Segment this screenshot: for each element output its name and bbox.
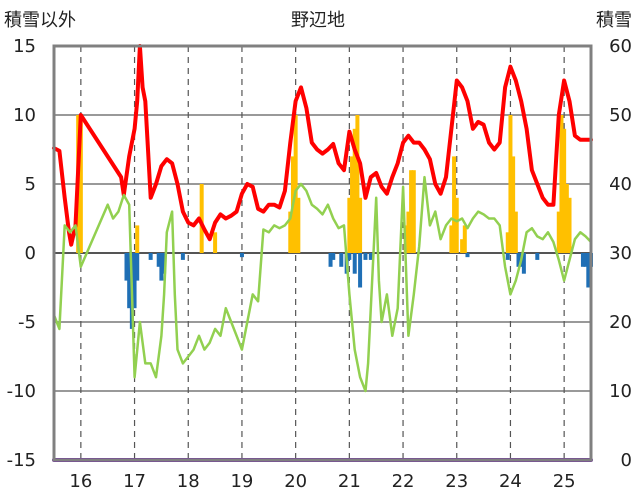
blue-bar bbox=[148, 253, 153, 260]
orange-bar bbox=[452, 156, 457, 253]
blue-bar bbox=[521, 253, 526, 274]
y-right-tick-label: 20 bbox=[609, 312, 632, 333]
orange-bar bbox=[508, 115, 513, 253]
orange-bar bbox=[513, 211, 518, 253]
x-tick-label: 19 bbox=[230, 471, 253, 492]
y-right-tick-label: 40 bbox=[609, 174, 632, 195]
y-left-tick-label: 15 bbox=[13, 36, 36, 57]
plot-border bbox=[52, 44, 593, 462]
y-left-tick-label: 5 bbox=[25, 174, 36, 195]
y-left-label: 積雪以外 bbox=[4, 10, 76, 31]
orange-bar bbox=[564, 184, 569, 253]
x-tick-label: 16 bbox=[69, 471, 92, 492]
orange-bar bbox=[296, 197, 301, 253]
blue-bar bbox=[465, 253, 470, 258]
blue-bar bbox=[328, 253, 333, 267]
orange-bar bbox=[511, 156, 516, 253]
orange-bar bbox=[78, 121, 83, 254]
orange-bar bbox=[288, 211, 293, 253]
blue-bar bbox=[586, 253, 591, 288]
blue-bar bbox=[239, 253, 244, 258]
blue-bar bbox=[180, 253, 185, 260]
orange-bar bbox=[350, 156, 355, 253]
red-line bbox=[52, 44, 593, 247]
blue-bar bbox=[368, 253, 373, 260]
y-right-label: 積雪 bbox=[596, 10, 632, 31]
y-right-tick-label: 10 bbox=[609, 381, 632, 402]
y-left-tick-label: 10 bbox=[13, 105, 36, 126]
blue-bar bbox=[156, 253, 161, 267]
y-left-tick-label: -5 bbox=[18, 312, 36, 333]
blue-bar bbox=[352, 253, 357, 274]
y-left-tick-label: -15 bbox=[7, 450, 36, 471]
blue-bar bbox=[347, 253, 352, 260]
orange-bar bbox=[293, 115, 298, 253]
x-tick-label: 18 bbox=[177, 471, 200, 492]
blue-bar bbox=[331, 253, 336, 260]
x-tick-label: 25 bbox=[553, 471, 576, 492]
x-tick-label: 22 bbox=[392, 471, 415, 492]
plot-frame bbox=[52, 44, 593, 462]
orange-bar bbox=[505, 232, 510, 253]
x-tick-label: 24 bbox=[499, 471, 522, 492]
orange-bar bbox=[199, 184, 204, 253]
y-right-tick-label: 0 bbox=[621, 450, 632, 471]
orange-bar bbox=[411, 170, 416, 253]
orange-bar bbox=[556, 211, 561, 253]
x-tick-label: 17 bbox=[123, 471, 146, 492]
orange-bar bbox=[454, 197, 459, 253]
orange-bar bbox=[406, 211, 411, 253]
orange-bar bbox=[355, 115, 360, 253]
y-left-tick-label: -10 bbox=[7, 381, 36, 402]
blue-bar bbox=[505, 253, 510, 260]
y-left-tick-label: 0 bbox=[25, 243, 36, 264]
orange-bar bbox=[460, 239, 465, 253]
orange-bar bbox=[352, 128, 357, 253]
x-tick-label: 20 bbox=[284, 471, 307, 492]
orange-bar bbox=[449, 225, 454, 253]
orange-bar bbox=[358, 197, 363, 253]
orange-bar bbox=[462, 225, 467, 253]
chart-title: 野辺地 bbox=[291, 10, 345, 31]
blue-bar bbox=[124, 253, 129, 281]
blue-bar bbox=[358, 253, 363, 288]
orange-bar bbox=[567, 197, 572, 253]
blue-bar bbox=[580, 253, 585, 267]
x-tick-label: 21 bbox=[338, 471, 361, 492]
blue-bar bbox=[583, 253, 588, 267]
orange-bar bbox=[562, 128, 567, 253]
orange-bar bbox=[559, 115, 564, 253]
blue-bar bbox=[535, 253, 540, 260]
orange-bar bbox=[135, 225, 140, 253]
blue-bar bbox=[339, 253, 344, 267]
orange-bar bbox=[213, 232, 218, 253]
blue-bar bbox=[135, 253, 140, 281]
blue-bar bbox=[162, 253, 167, 274]
blue-bar bbox=[127, 253, 132, 309]
y-right-tick-label: 60 bbox=[609, 36, 632, 57]
blue-bar bbox=[516, 253, 521, 267]
blue-bar bbox=[159, 253, 164, 281]
x-tick-label: 23 bbox=[445, 471, 468, 492]
orange-bar bbox=[409, 170, 414, 253]
orange-bar bbox=[347, 197, 352, 253]
green-line bbox=[52, 175, 593, 393]
y-right-tick-label: 30 bbox=[609, 243, 632, 264]
blue-bar bbox=[132, 253, 137, 309]
blue-bar bbox=[363, 253, 368, 260]
y-right-tick-label: 50 bbox=[609, 105, 632, 126]
